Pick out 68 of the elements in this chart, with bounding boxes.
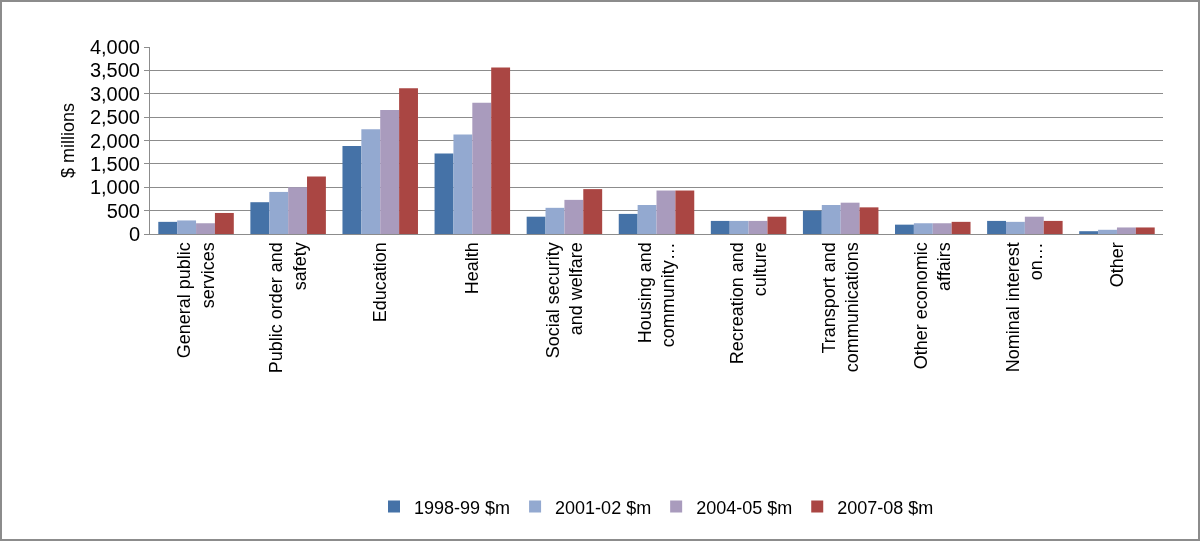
bar — [1043, 220, 1063, 234]
bar — [361, 129, 381, 234]
bar — [637, 205, 657, 234]
x-tick-label: Public order and safety — [266, 242, 310, 374]
y-axis-title: $ millions — [58, 102, 79, 179]
legend-label: 2004-05 $m — [696, 497, 793, 518]
bar — [288, 187, 308, 234]
bar — [710, 220, 730, 234]
bar — [1135, 227, 1155, 234]
bar — [342, 146, 362, 234]
bar — [434, 153, 454, 234]
bar — [618, 213, 638, 234]
bar — [1024, 216, 1044, 234]
y-tick-label: 500 — [106, 199, 140, 222]
y-tick-label: 1,000 — [89, 176, 140, 199]
bar — [1005, 221, 1025, 234]
bar — [491, 67, 511, 234]
bar — [158, 221, 178, 234]
bar — [472, 102, 492, 234]
y-tick-label: 3,500 — [89, 59, 140, 82]
bar — [526, 216, 546, 234]
bar — [729, 220, 749, 234]
x-tick-label: General public services — [174, 242, 218, 359]
bar — [196, 223, 215, 234]
y-tick-label: 0 — [128, 223, 140, 245]
bar — [177, 220, 197, 234]
bar — [675, 190, 695, 234]
legend-label: 2001-02 $m — [555, 497, 652, 518]
bar — [859, 207, 879, 234]
x-tick-label: Other economic affairs — [910, 242, 955, 370]
x-tick-label: Social security and welfare — [542, 242, 586, 359]
bar — [802, 210, 822, 234]
bar — [656, 190, 676, 234]
x-tick-label: Other — [1106, 242, 1127, 288]
bar — [583, 189, 603, 234]
bar — [951, 221, 971, 234]
x-tick-label: Nominal interest on… — [1003, 242, 1047, 373]
bar — [913, 223, 933, 234]
bar — [840, 202, 860, 234]
bar — [895, 224, 914, 234]
y-tick-label: 2,000 — [89, 129, 140, 152]
bar — [453, 134, 473, 234]
legend-label: 2007-08 $m — [837, 497, 934, 518]
y-tick-label: 1,500 — [89, 152, 140, 175]
y-tick-label: 4,000 — [89, 36, 140, 58]
bar — [250, 202, 270, 234]
bar — [767, 216, 787, 234]
bar — [1116, 227, 1136, 234]
bar — [307, 176, 326, 234]
x-tick-label: Health — [462, 242, 483, 295]
bar — [214, 212, 234, 234]
y-tick-label: 3,000 — [89, 82, 140, 105]
y-tick-label: 2,500 — [89, 106, 140, 129]
bar — [748, 220, 768, 234]
bar — [564, 199, 584, 234]
bar — [545, 207, 565, 234]
bar — [1098, 229, 1117, 234]
bar — [269, 191, 289, 234]
legend-label: 1998-99 $m — [414, 497, 511, 518]
bar — [932, 223, 952, 234]
x-tick-label: Housing and community… — [634, 242, 679, 348]
bar — [1079, 231, 1099, 234]
x-tick-label: Education — [370, 242, 391, 323]
bar — [380, 110, 400, 234]
x-tick-label: Recreation and culture — [726, 242, 771, 365]
bar — [987, 220, 1006, 234]
bar — [399, 88, 418, 234]
bar — [821, 205, 841, 234]
